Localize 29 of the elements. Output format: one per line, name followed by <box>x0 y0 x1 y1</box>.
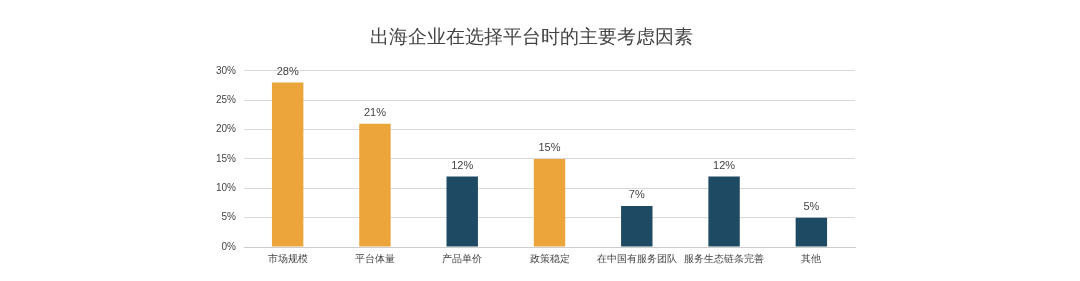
x-tick-label: 市场规模 <box>267 252 308 264</box>
bar <box>271 82 304 247</box>
x-tick-label: 其他 <box>801 252 822 264</box>
y-tick-label: 20% <box>216 123 237 135</box>
bar <box>621 205 653 247</box>
y-tick-label: 30% <box>216 64 237 76</box>
chart-title: 出海企业在选择平台时的主要考虑因素 <box>370 25 693 47</box>
bar <box>708 176 740 247</box>
data-label: 28% <box>276 65 299 78</box>
y-tick-label: 0% <box>221 240 237 252</box>
x-tick-label: 产品单价 <box>442 252 483 264</box>
bar <box>359 123 391 247</box>
data-label: 12% <box>451 159 474 172</box>
y-tick-label: 25% <box>216 93 237 105</box>
y-tick-label: 10% <box>216 182 237 194</box>
bar <box>533 158 566 247</box>
data-label: 15% <box>538 141 561 154</box>
data-label: 21% <box>363 106 387 119</box>
x-tick-label: 在中国有服务团队 <box>596 252 677 264</box>
x-tick-label: 政策稳定 <box>529 252 570 264</box>
bar <box>795 217 828 247</box>
data-label: 7% <box>628 188 645 201</box>
y-tick-label: 5% <box>221 211 237 223</box>
data-label: 5% <box>803 200 820 213</box>
x-tick-label: 服务生态链条完善 <box>684 252 765 264</box>
bar <box>446 176 478 247</box>
y-tick-label: 15% <box>216 152 237 164</box>
x-tick-label: 平台体量 <box>354 252 395 264</box>
data-label: 12% <box>713 159 736 172</box>
